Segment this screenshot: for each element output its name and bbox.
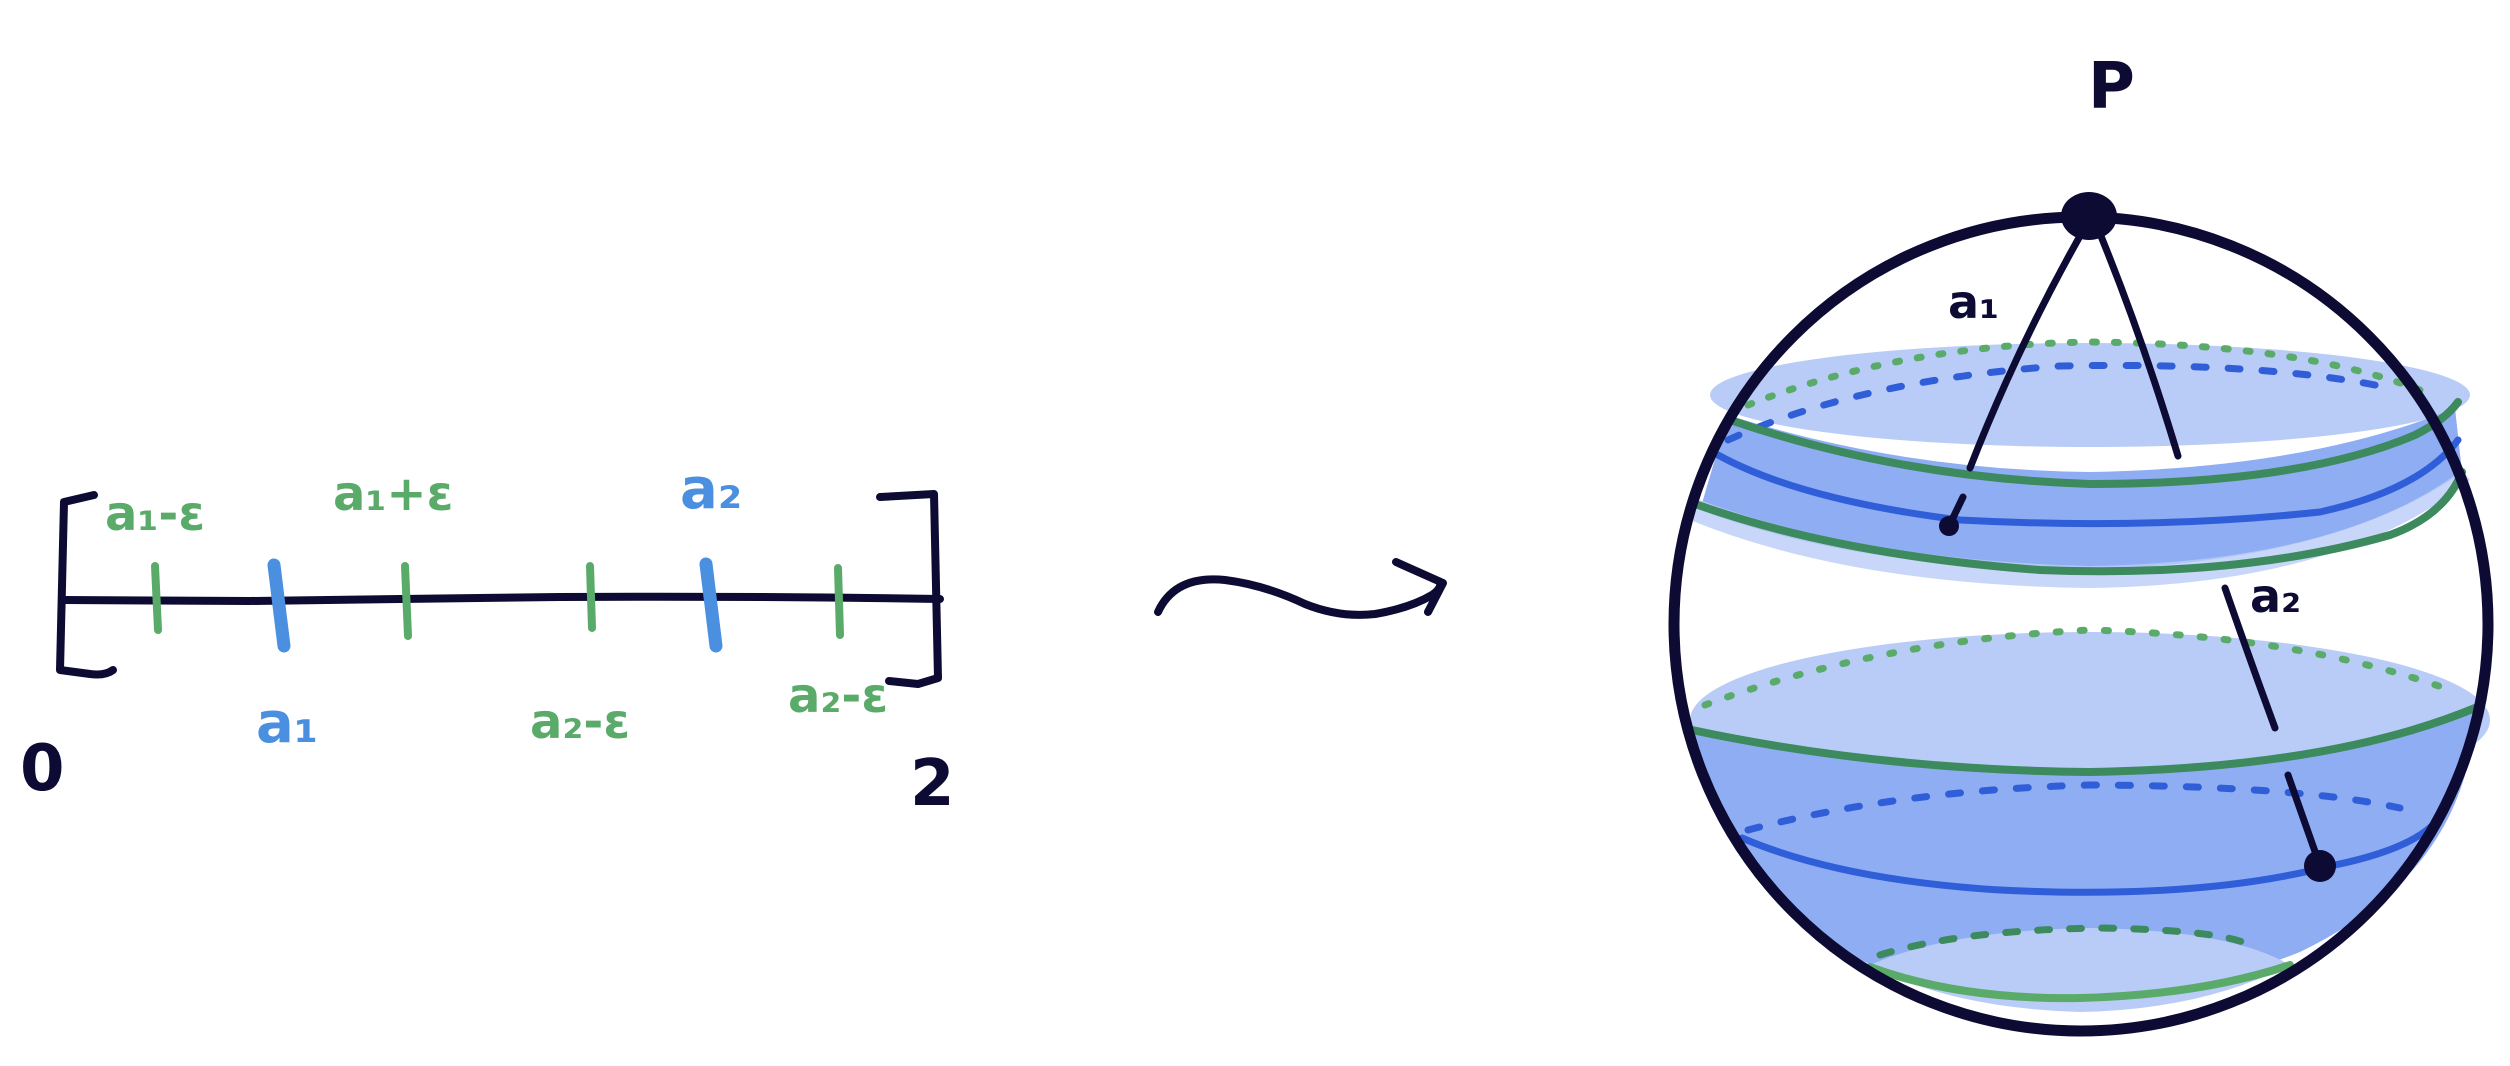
upper-band-top-cap [1710, 343, 2470, 447]
left-bracket [56, 491, 117, 679]
geodesic-a2-upper [2221, 584, 2279, 732]
squiggly-right-arrow-icon [1154, 558, 1447, 619]
label-a2-plus-eps: a₂-ε [788, 668, 888, 724]
lower-band-blue-a2-line [1738, 818, 2440, 896]
label-a2-top: a₂ [680, 457, 742, 522]
label-a2-minus-eps: a₂-ε [530, 694, 630, 750]
upper-band [1690, 338, 2470, 588]
right-bracket [876, 490, 942, 688]
upper-band-point [1939, 516, 1959, 536]
lower-band-green-bottom-edge [1866, 961, 2294, 1003]
label-two: 2 [910, 747, 955, 821]
sphere-diagram: P a₁ a₂ [1668, 50, 2494, 1037]
tick-a2 [699, 557, 723, 653]
label-sphere-a2: a₂ [2250, 569, 2301, 623]
lower-band [1688, 626, 2490, 1012]
geodesic-right-a1 [2092, 220, 2182, 460]
upper-band-green-top-edge [1726, 398, 2462, 489]
label-sphere-a1: a₁ [1948, 275, 1999, 329]
lower-band-dotted-blue-circle [1744, 781, 2404, 834]
tick-a1 [267, 558, 291, 653]
tick-a1-plus-eps [401, 562, 412, 640]
upper-band-dotted-blue-circle [1724, 361, 2384, 444]
interval-diagram: a₁-ε a₁+ε a₂ a₁ a₂-ε a₂-ε 0 2 [20, 457, 955, 821]
tick-a2-minus-eps [586, 562, 596, 632]
tick-a2-plus-eps [834, 564, 844, 639]
label-a1-plus-eps: a₁+ε [333, 466, 453, 522]
geodesic-a2-lower [2284, 771, 2322, 864]
upper-band-green-bottom-edge [1694, 468, 2466, 576]
upper-band-dotted-green-rim [1744, 338, 2424, 409]
lower-band-dotted-green-bottom-rim [1876, 924, 2254, 959]
label-p: P [2088, 50, 2135, 124]
upper-band-blue-a1-line [1714, 436, 2462, 528]
lower-band-point [2304, 850, 2336, 882]
tick-a1-minus-eps [151, 562, 162, 634]
label-zero: 0 [20, 732, 65, 806]
lower-band-dotted-green-rim [1701, 626, 2454, 709]
label-a1-bottom: a₁ [256, 691, 318, 756]
lower-band-body [1692, 708, 2475, 1000]
point-p [2061, 192, 2117, 240]
lower-band-green-top-edge [1688, 704, 2479, 777]
interval-line [60, 592, 944, 605]
label-a1-minus-eps: a₁-ε [105, 486, 205, 542]
geodesic-left-a1 [1966, 218, 2092, 472]
upper-band-body [1700, 408, 2462, 570]
